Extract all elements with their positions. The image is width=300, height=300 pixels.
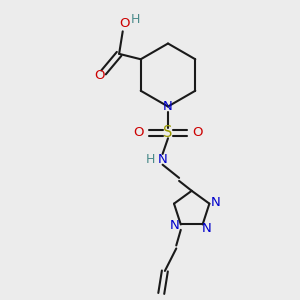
Text: H: H <box>145 153 155 166</box>
Text: H: H <box>130 14 140 26</box>
Text: N: N <box>158 153 167 166</box>
Text: O: O <box>119 17 130 30</box>
Text: O: O <box>193 126 203 140</box>
Text: O: O <box>133 126 143 140</box>
Text: N: N <box>169 219 179 232</box>
Text: N: N <box>211 196 221 209</box>
Text: O: O <box>94 69 104 82</box>
Text: N: N <box>201 221 211 235</box>
Text: S: S <box>163 125 173 140</box>
Text: N: N <box>163 100 173 113</box>
